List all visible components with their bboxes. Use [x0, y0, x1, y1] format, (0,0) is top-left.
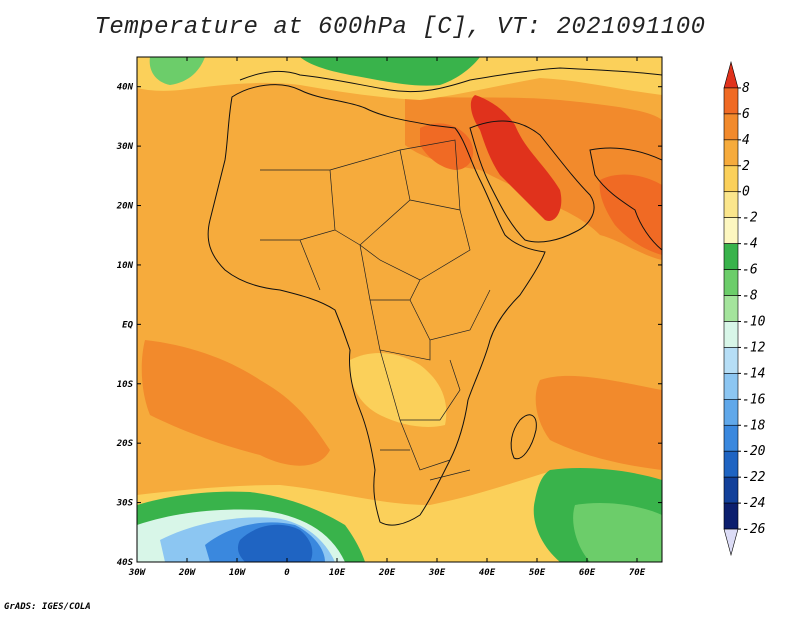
europe-coastline [239, 67, 662, 93]
y-tick-label: 40S [117, 558, 134, 568]
colorbar-swatch [723, 399, 739, 426]
country-borders [260, 139, 491, 481]
light-green-zone-southeast [573, 503, 662, 562]
x-tick-label: 40E [479, 568, 496, 578]
cool-zone-central-africa [349, 353, 447, 427]
colorbar-label: -18 [742, 418, 766, 433]
colorbar-label: 8 [742, 81, 750, 96]
hot-zone-india [599, 174, 662, 255]
colorbar: 8 6 4 2 0 -2 -4 -6 -8 -10 -12 -14 -16 -18 -20 -22 -24 -26 [723, 60, 766, 557]
colorbar-top-triangle [723, 60, 739, 89]
colorbar-label: 4 [742, 133, 750, 148]
colorbar-label: -16 [742, 392, 766, 407]
y-tick-label: 10S [117, 380, 134, 390]
colorbar-label: -8 [742, 289, 758, 304]
y-tick-label: 40N [117, 83, 134, 93]
x-axis: 30W 20W 10W 0 10E 20E 30E 40E 50E 60E 70E [128, 57, 646, 578]
colorbar-label: -14 [742, 366, 765, 381]
africa-coastline [207, 84, 546, 526]
colorbar-swatch [723, 217, 739, 244]
y-tick-label: 20N [116, 202, 134, 212]
footer-credit: GrADS: IGES/COLA [4, 602, 91, 612]
x-tick-label: 60E [579, 568, 596, 578]
colorbar-swatch [723, 139, 739, 167]
x-tick-label: 0 [284, 568, 290, 578]
green-zone-atlantic-nw [149, 57, 205, 85]
colorbar-swatch [723, 191, 739, 218]
colorbar-label: 2 [742, 159, 750, 174]
colorbar-label: 0 [742, 185, 750, 200]
colorbar-swatch [723, 165, 739, 193]
colorbar-label: 6 [742, 107, 750, 122]
y-tick-label: 10N [117, 261, 134, 271]
colorbar-swatch [723, 373, 739, 400]
madagascar-coastline [510, 414, 537, 460]
colorbar-label: -26 [742, 522, 766, 537]
page-title: Temperature at 600hPa [C], VT: 202109110… [94, 14, 706, 41]
green-zone-mediterranean [300, 57, 480, 86]
coastlines [207, 67, 662, 526]
arabia-coastline [469, 120, 595, 243]
colorbar-swatch [723, 295, 739, 322]
warm-zone-atlantic [141, 340, 330, 466]
colorbar-swatch [723, 243, 739, 270]
colorbar-label: -6 [742, 263, 758, 278]
warm-zone-indian-ocean [535, 375, 662, 470]
colorbar-bottom-triangle [723, 528, 739, 557]
colorbar-label: -10 [742, 314, 766, 329]
colorbar-swatch [723, 113, 739, 141]
colorbar-label: -4 [742, 237, 758, 252]
colorbar-swatch [723, 321, 739, 348]
colorbar-swatch [723, 502, 739, 530]
india-coastline [589, 147, 662, 251]
y-tick-label: 20S [116, 439, 134, 449]
temperature-field [137, 57, 662, 562]
y-axis: 40N 30N 20N 10N EQ 10S 20S 30S 40S [116, 83, 662, 568]
x-tick-label: 10E [329, 568, 346, 578]
colorbar-swatch [723, 87, 739, 115]
y-tick-label: EQ [122, 320, 133, 330]
cold-zone-dark-blue [237, 524, 313, 562]
colorbar-label: -2 [742, 211, 758, 226]
x-tick-label: 30W [128, 568, 147, 578]
hot-zone-arabia [470, 95, 562, 221]
border-lines [260, 139, 491, 481]
colorbar-swatch [723, 476, 739, 504]
colorbar-label: -20 [742, 444, 766, 459]
x-tick-label: 20E [378, 568, 396, 578]
x-tick-label: 70E [629, 568, 646, 578]
colorbar-swatch [723, 450, 739, 478]
x-tick-label: 10W [229, 568, 247, 578]
plot-frame [136, 56, 663, 563]
colorbar-swatch [723, 424, 739, 452]
colorbar-label: -24 [742, 496, 765, 511]
colorbar-swatch [723, 269, 739, 296]
colorbar-label: -22 [742, 470, 766, 485]
y-tick-label: 30N [116, 142, 134, 152]
x-tick-label: 20W [178, 568, 197, 578]
x-tick-label: 30E [428, 568, 446, 578]
y-tick-label: 30S [116, 499, 134, 509]
colorbar-label: -12 [742, 340, 766, 355]
x-tick-label: 50E [529, 568, 546, 578]
colorbar-swatch [723, 347, 739, 374]
